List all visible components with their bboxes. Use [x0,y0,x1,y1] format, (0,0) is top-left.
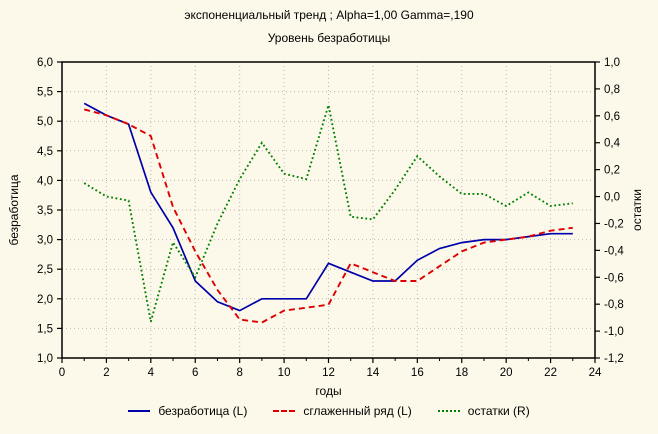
y-left-tick-label: 3,5 [37,205,53,217]
legend: безработица (L) сглаженный ряд (L) остат… [0,404,658,418]
legend-label: безработица (L) [158,404,248,418]
x-tick-label: 16 [411,367,424,379]
y-right-tick-label: -1,0 [604,326,624,338]
y-right-tick-label: -0,2 [604,218,624,230]
x-tick-label: 22 [544,367,557,379]
y-right-tick-label: 0,0 [604,192,620,204]
y-left-tick-label: 4,0 [37,175,53,187]
y-left-tick-label: 4,5 [37,146,53,158]
y-right-tick-label: -0,4 [604,245,624,257]
x-tick-label: 8 [236,367,242,379]
legend-line-dashed-icon [273,410,296,412]
x-axis-title: годы [315,384,342,398]
y-right-axis-title: остатки [630,189,644,231]
series-line-unemployment [83,102,573,312]
chart-subtitle: Уровень безработицы [267,31,391,45]
legend-line-solid-icon [128,410,151,412]
y-left-tick-label: 5,5 [37,87,53,99]
legend-label: остатки (R) [467,404,530,418]
y-left-tick-label: 5,0 [37,116,53,128]
y-left-tick-label: 2,5 [37,264,53,276]
legend-item-smoothed: сглаженный ряд (L) [273,404,412,418]
y-left-axis-title: безработица [7,174,21,245]
y-right-tick-label: -0,8 [604,299,624,311]
legend-item-residuals: остатки (R) [437,404,530,418]
series-line-residuals [83,104,573,322]
x-tick-label: 2 [103,367,109,379]
y-left-tick-label: 3,0 [37,235,53,247]
y-right-tick-label: 0,2 [604,165,620,177]
x-tick-label: 4 [148,367,155,379]
y-right-tick-label: 1,0 [604,57,620,69]
x-tick-label: 20 [500,367,513,379]
y-left-tick-label: 6,0 [37,57,53,69]
y-right-tick-label: 0,8 [604,84,620,96]
legend-item-unemployment: безработица (L) [128,404,247,418]
x-tick-label: 18 [455,367,468,379]
x-tick-label: 6 [192,367,198,379]
legend-label: сглаженный ряд (L) [303,404,412,418]
legend-line-dotted-icon [437,410,460,412]
x-tick-label: 12 [322,367,335,379]
y-right-tick-label: -1,2 [604,353,624,365]
y-left-tick-label: 2,0 [37,294,53,306]
x-tick-label: 10 [278,367,291,379]
x-tick-label: 0 [59,367,65,379]
chart-title: экспоненциальный тренд ; Alpha=1,00 Gamm… [184,8,474,22]
y-left-tick-label: 1,0 [37,353,53,365]
y-right-tick-label: -0,6 [604,272,624,284]
x-tick-label: 24 [589,367,602,379]
y-right-tick-label: 0,6 [604,111,620,123]
x-tick-label: 14 [367,367,380,379]
y-right-tick-label: 0,4 [604,138,621,150]
series-line-smoothed [83,108,573,324]
y-left-tick-label: 1,5 [37,323,53,335]
